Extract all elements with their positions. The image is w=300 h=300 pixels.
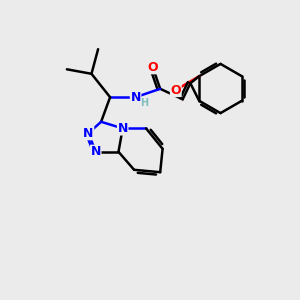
- Text: O: O: [170, 83, 181, 97]
- Text: N: N: [130, 91, 141, 104]
- Text: N: N: [91, 145, 101, 158]
- Text: O: O: [147, 61, 158, 74]
- Text: N: N: [83, 127, 94, 140]
- Text: N: N: [118, 122, 128, 135]
- Text: H: H: [140, 98, 148, 108]
